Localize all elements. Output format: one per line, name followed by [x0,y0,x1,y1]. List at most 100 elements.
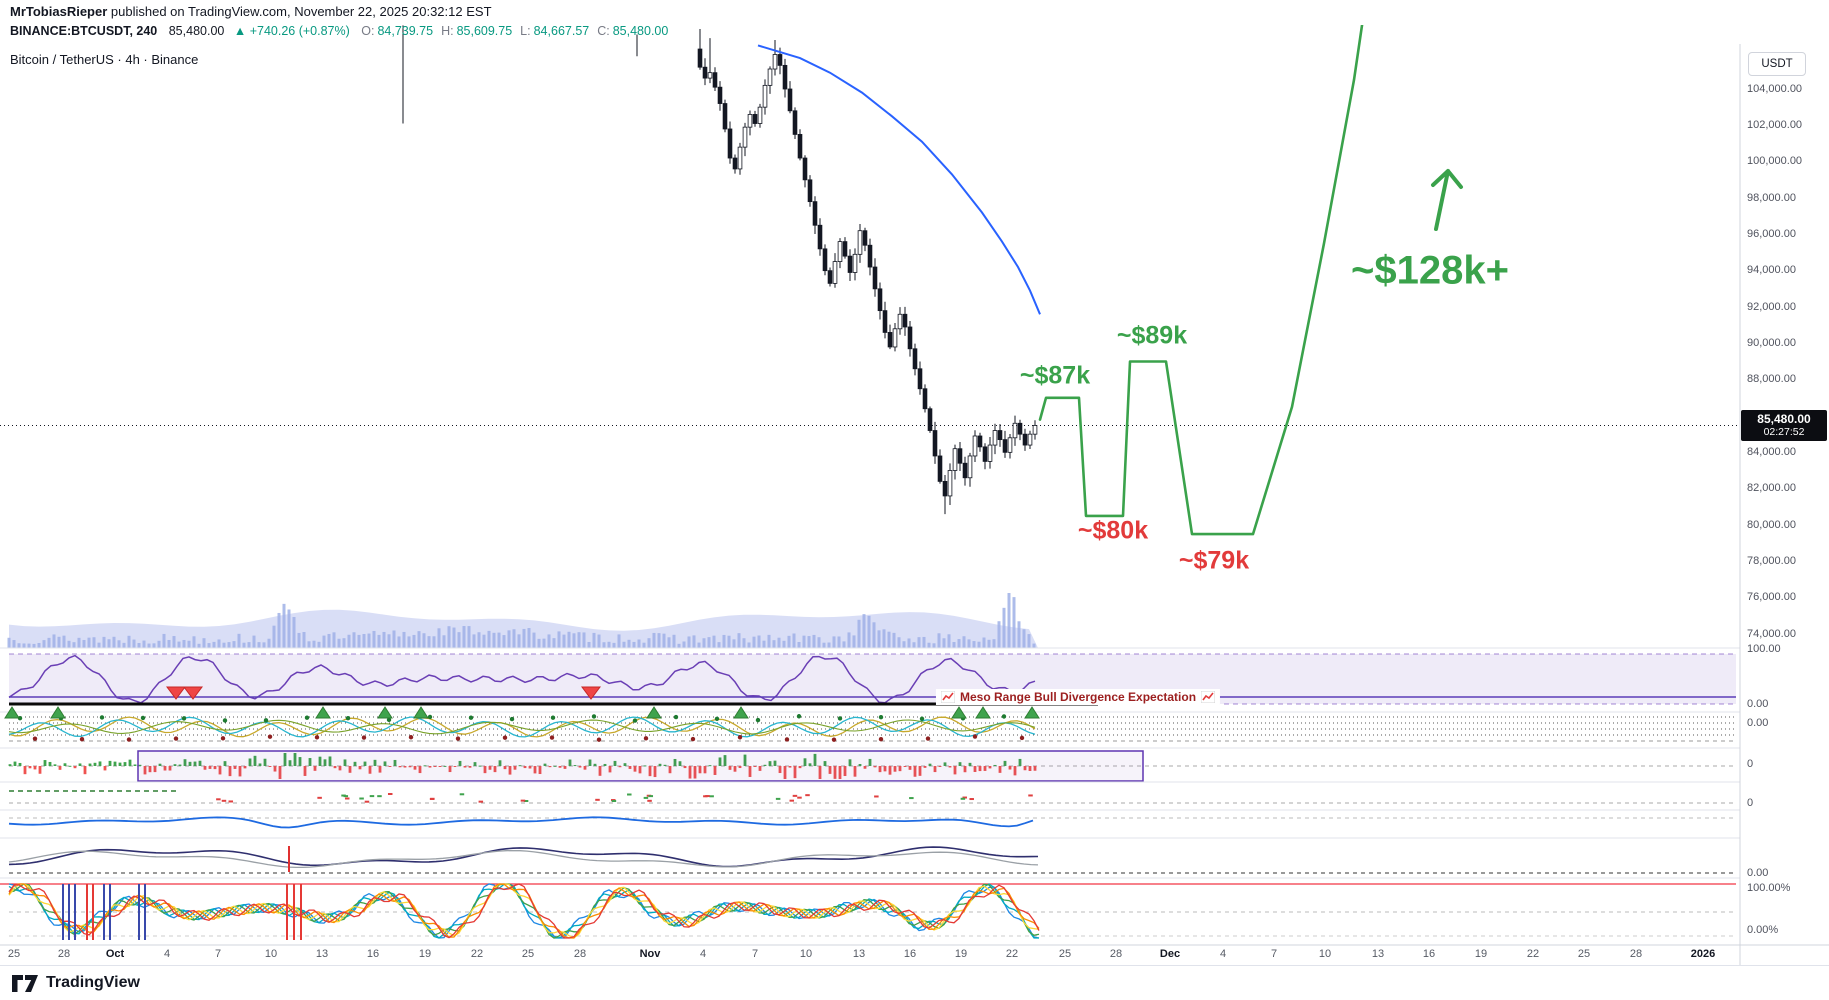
price-tick: 100,000.00 [1747,155,1803,168]
time-label: 25 [1577,948,1591,960]
pane-separators [0,44,1829,965]
time-label: 10 [264,948,278,960]
time-label: 13 [315,948,329,960]
symbol-last-price: 85,480.00 [168,24,225,38]
ohlc-value: 84,739.75 [377,24,434,38]
divergence-label-text: Meso Range Bull Divergence Expectation [959,690,1197,704]
pane-scale-label: 100.00% [1747,881,1791,894]
time-label: 22 [1005,948,1019,960]
time-label: 13 [852,948,866,960]
time-label: 25 [521,948,535,960]
pane-scale-label: 0.00 [1747,716,1769,729]
time-label: 16 [1422,948,1436,960]
selection-box[interactable] [137,750,1144,782]
time-label: 16 [366,948,380,960]
projection-path[interactable] [1038,0,1374,536]
pane-scale-label: 0.00 [1747,697,1769,710]
chart-increasing-icon [1201,691,1216,703]
projection-label[interactable]: ~$89k [1116,321,1188,350]
time-label: 10 [1318,948,1332,960]
brand-name[interactable]: TradingView [46,974,140,991]
candlesticks [402,25,1041,515]
projection-label[interactable]: ~$79k [1178,546,1250,575]
price-tick: 80,000.00 [1747,518,1796,531]
ohlc-value: 85,480.00 [612,24,669,38]
time-label: 28 [1109,948,1123,960]
last-price-badge: 85,480.00 02:27:52 [1741,410,1827,441]
ohlc-label: H: [441,24,454,38]
time-label: 4 [163,948,171,960]
time-label: 25 [1058,948,1072,960]
time-label: 13 [1371,948,1385,960]
time-label: 7 [1270,948,1278,960]
time-label: 4 [1219,948,1227,960]
time-label: Nov [639,948,661,960]
footer: TradingView [0,965,1829,1000]
badge-price: 85,480.00 [1757,412,1811,426]
time-label: 10 [799,948,813,960]
time-axis[interactable]: 25 28 Oct 4 7 10 13 16 19 22 25 28 Nov 4 7 10 13 16 19 22 25… [0,945,1829,965]
price-tick: 94,000.00 [1747,264,1796,277]
ohlc-label: C: [597,24,610,38]
pane-scale-label: 0 [1747,757,1754,770]
pane-scale-label: 0.00 [1747,866,1769,879]
pane-scale-label: 100.00 [1747,642,1781,655]
time-label: 22 [470,948,484,960]
ohlc-value: 84,667.57 [533,24,590,38]
up-arrow-icon[interactable] [1431,169,1463,231]
projection-label[interactable]: ~$80k [1077,516,1149,545]
chart-title[interactable]: Bitcoin / TetherUS · 4h · Binance [10,52,199,67]
price-tick: 76,000.00 [1747,591,1796,604]
time-label: 2026 [1690,948,1716,960]
symbol-name[interactable]: BINANCE:BTCUSDT, 240 [10,24,158,38]
pane-scale-label: 0.00% [1747,923,1779,936]
dual-line-pane [8,846,1736,874]
ohlc-label: L: [520,24,531,38]
blue-line-pane [8,816,1736,829]
price-tick: 88,000.00 [1747,373,1796,386]
ma-line [757,44,1041,315]
change-value: +740.26 (+0.87%) [249,24,350,38]
wave-indicator-pane [8,714,1736,742]
time-label: Oct [105,948,125,960]
price-tick: 74,000.00 [1747,627,1796,640]
price-tick: 82,000.00 [1747,482,1796,495]
publisher-author: MrTobiasRieper [10,4,108,19]
time-label: 22 [1526,948,1540,960]
price-tick: 90,000.00 [1747,336,1796,349]
badge-countdown: 02:27:52 [1763,426,1805,438]
time-label: 7 [214,948,222,960]
tradingview-logo-icon[interactable] [12,974,39,992]
divergence-pane [9,696,1736,706]
up-triangle-icon: ▲ [233,24,247,38]
signal-marks-pane [9,790,1736,804]
pane-scale-label: 0 [1747,796,1754,809]
symbol-bar: BINANCE:BTCUSDT, 240 85,480.00 ▲ +740.26… [10,24,668,38]
publisher-text: published on TradingView.com, November 2… [107,4,492,19]
price-tick: 98,000.00 [1747,191,1796,204]
histogram-pane [8,750,1736,782]
time-label: 28 [573,948,587,960]
ohlc-value: 85,609.75 [456,24,513,38]
volume-bars [7,593,1038,648]
time-label: 19 [418,948,432,960]
projection-label[interactable]: ~$87k [1019,361,1091,390]
divergence-label[interactable]: Meso Range Bull Divergence Expectation [935,689,1221,705]
price-tick: 92,000.00 [1747,300,1796,313]
time-label: 19 [1474,948,1488,960]
price-tick: 84,000.00 [1747,445,1796,458]
price-tick: 104,000.00 [1747,82,1803,95]
price-tick: 102,000.00 [1747,118,1803,131]
time-label: 19 [954,948,968,960]
time-label: 4 [699,948,707,960]
time-label: 25 [7,948,21,960]
projection-label[interactable]: ~$128k+ [1351,248,1509,293]
time-label: Dec [1159,948,1181,960]
stoch-ribbon-pane [0,883,1736,940]
currency-label[interactable]: USDT [1748,52,1806,76]
time-label: 16 [903,948,917,960]
publisher-bar: MrTobiasRieper published on TradingView.… [10,4,492,19]
trade-markers [4,686,1040,719]
